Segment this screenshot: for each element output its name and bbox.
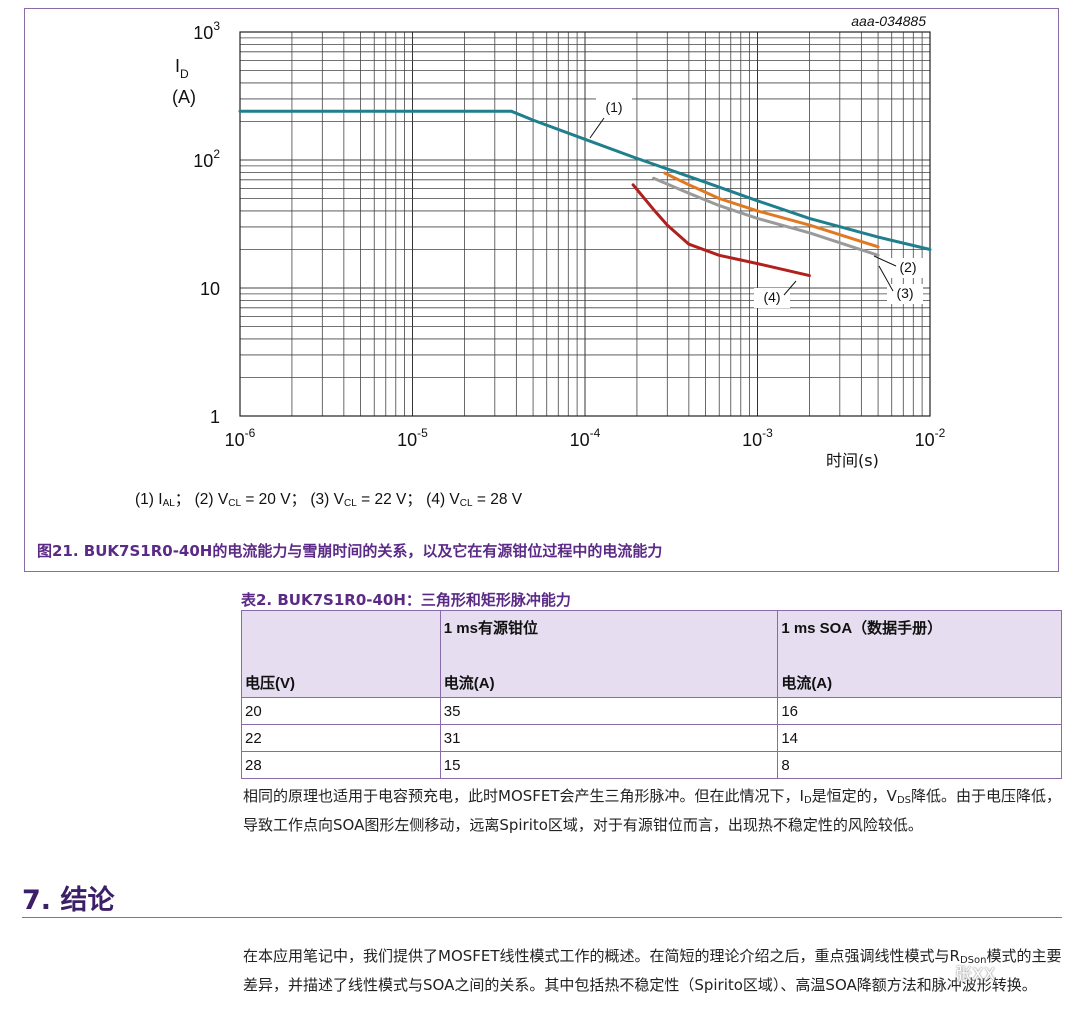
chart-series-labels: (1) (2) (3) (4) bbox=[589, 98, 926, 308]
x-tick-label: 10-6 bbox=[225, 426, 256, 450]
y-tick-label: 1 bbox=[210, 407, 220, 427]
table-row: 22 31 14 bbox=[241, 724, 1062, 752]
y-axis-label: ID bbox=[175, 56, 189, 81]
table-header-cell bbox=[241, 610, 441, 655]
x-tick-label: 10-2 bbox=[915, 426, 946, 450]
figure-frame bbox=[24, 8, 1059, 572]
series-label-leader bbox=[589, 117, 605, 139]
series-label-bg bbox=[596, 98, 632, 118]
figure-caption: 图21. BUK7S1R0-40H的电流能力与雪崩时间的关系，以及它在有源钳位过… bbox=[37, 542, 663, 560]
series-line-1 bbox=[238, 109, 932, 251]
chart-legend: (1) IAL； (2) VCL = 20 V； (3) VCL = 22 V；… bbox=[135, 491, 523, 509]
y-axis-unit: (A) bbox=[172, 87, 196, 107]
conclusion-paragraph: 在本应用笔记中，我们提供了MOSFET线性模式工作的概述。在简短的理论介绍之后，… bbox=[243, 947, 1062, 994]
x-tick-label: 10-3 bbox=[742, 426, 773, 450]
y-tick-label: 10 bbox=[200, 279, 220, 299]
chart-id: aaa-034885 bbox=[851, 13, 926, 29]
series-label-leader bbox=[873, 255, 897, 267]
table-header-cell: 电流(A) bbox=[439, 655, 779, 698]
table-cell: 28 bbox=[241, 751, 441, 779]
series-label-leader bbox=[878, 265, 894, 292]
series-label-bg bbox=[754, 288, 790, 308]
x-tick-label: 10-4 bbox=[570, 426, 601, 450]
table-header-cell: 电压(V) bbox=[241, 655, 441, 698]
table-header-row: 电压(V) 电流(A) 电流(A) bbox=[241, 655, 1062, 698]
series-label: (1) bbox=[605, 99, 622, 115]
series-label: (4) bbox=[763, 289, 780, 305]
table-header-cell: 1 ms有源钳位 bbox=[439, 610, 779, 655]
table-cell: 14 bbox=[777, 724, 1062, 752]
table-cell: 8 bbox=[777, 751, 1062, 779]
chart-ticks: 10-6 10-5 10-4 10-3 10-2 1 10 102 103 bbox=[193, 19, 945, 450]
table-cell: 22 bbox=[241, 724, 441, 752]
table-header-cell: 1 ms SOA（数据手册） bbox=[777, 610, 1062, 655]
series-label-leader bbox=[783, 280, 797, 296]
series-line-3 bbox=[652, 176, 880, 257]
series-label: (2) bbox=[899, 259, 916, 275]
section-heading: 7. 结论 bbox=[22, 885, 115, 916]
table-cell: 35 bbox=[439, 697, 779, 725]
table-cell: 31 bbox=[439, 724, 779, 752]
series-line-2 bbox=[663, 171, 880, 249]
watermark: 张XX bbox=[955, 965, 996, 985]
table-cell: 20 bbox=[241, 697, 441, 725]
series-label-bg bbox=[887, 284, 923, 304]
table-row: 20 35 16 bbox=[241, 697, 1062, 725]
table-header-cell: 电流(A) bbox=[777, 655, 1062, 698]
x-tick-label: 10-5 bbox=[397, 426, 428, 450]
table-header-row: 1 ms有源钳位 1 ms SOA（数据手册） bbox=[241, 610, 1062, 655]
y-tick-label: 102 bbox=[193, 147, 220, 171]
table-cell: 15 bbox=[439, 751, 779, 779]
series-line-4 bbox=[631, 183, 811, 278]
series-label: (3) bbox=[896, 285, 913, 301]
section-divider bbox=[22, 917, 1062, 918]
table-cell: 16 bbox=[777, 697, 1062, 725]
chart-grid bbox=[239, 31, 931, 417]
table-title: 表2. BUK7S1R0-40H：三角形和矩形脉冲能力 bbox=[241, 591, 571, 609]
x-axis-label: 时间(s) bbox=[826, 451, 879, 470]
y-tick-label: 103 bbox=[193, 19, 220, 43]
pulse-capability-table: 1 ms有源钳位 1 ms SOA（数据手册） 电压(V) 电流(A) 电流(A… bbox=[241, 610, 1062, 779]
series-label-bg bbox=[890, 258, 926, 278]
chart-series bbox=[238, 109, 932, 278]
body-paragraph: 相同的原理也适用于电容预充电，此时MOSFET会产生三角形脉冲。但在此情况下，I… bbox=[243, 787, 1062, 834]
plot-border bbox=[239, 31, 931, 417]
table-row: 28 15 8 bbox=[241, 751, 1062, 779]
